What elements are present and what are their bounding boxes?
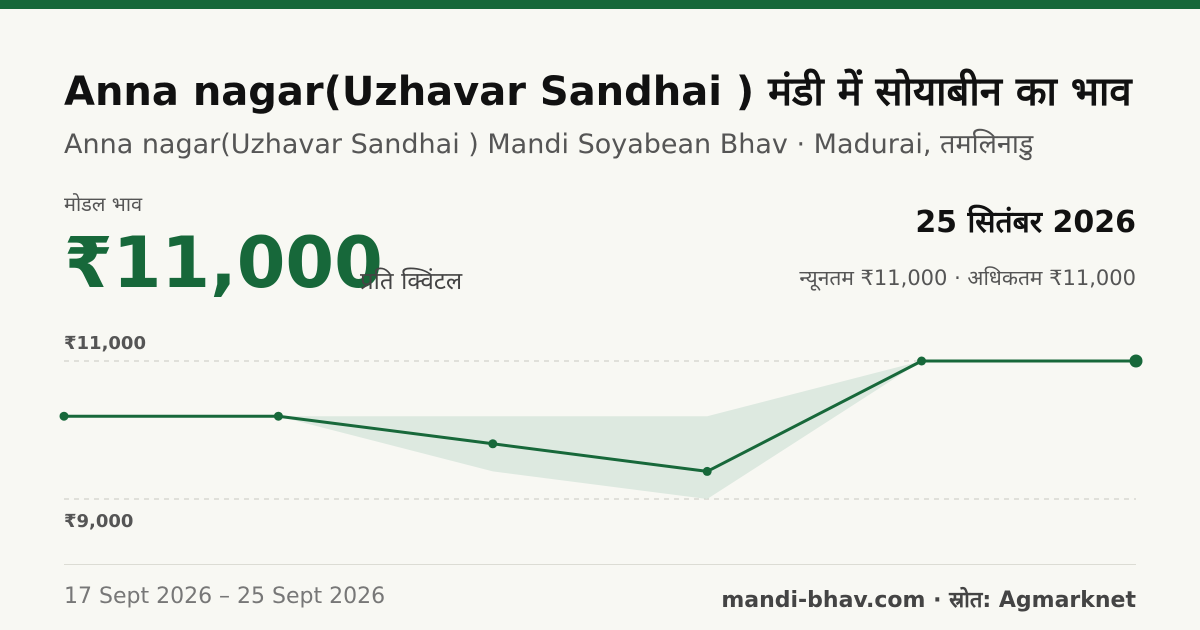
page-subtitle: Anna nagar(Uzhavar Sandhai ) Mandi Soyab… (64, 129, 1034, 160)
min-max-band-area (64, 361, 1136, 499)
data-point-3 (488, 439, 498, 449)
price-series (62, 359, 1138, 473)
data-point-5 (917, 356, 927, 366)
modal-price-value: ₹11,000 (64, 222, 383, 304)
y-tick-label-top: ₹11,000 (64, 333, 146, 354)
source-credit: mandi-bhav.com · स्रोत: Agmarknet (721, 588, 1136, 613)
price-unit: प्रति क्विंटल (360, 267, 463, 295)
price-line-chart (59, 354, 1143, 500)
min-max-band (64, 361, 1136, 499)
page-title: Anna nagar(Uzhavar Sandhai ) मंडी में सो… (64, 69, 1132, 115)
price-date: 25 सितंबर 2026 (915, 205, 1136, 240)
modal-price-label: मोडल भाव (64, 192, 143, 216)
data-point-6 (1129, 354, 1143, 368)
date-period: 17 Sept 2026 – 25 Sept 2026 (64, 584, 386, 609)
top-accent-bar (0, 0, 1200, 9)
data-point-2 (273, 411, 283, 421)
footer-divider (64, 564, 1136, 565)
data-points (59, 354, 1143, 476)
data-point-4 (702, 466, 712, 476)
series-line (62, 359, 1138, 473)
data-point-1 (59, 411, 69, 421)
price-range: न्यूनतम ₹11,000 · अधिकतम ₹11,000 (799, 266, 1136, 290)
y-tick-label-bottom: ₹9,000 (64, 511, 134, 532)
